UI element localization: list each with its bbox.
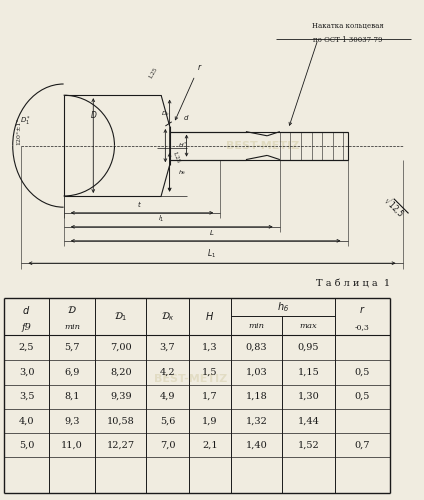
Text: $\mathcal{D}$: $\mathcal{D}$ [67,304,77,315]
Text: Накатка кольцевая: Накатка кольцевая [312,22,384,30]
Text: 1,18: 1,18 [245,392,268,401]
Text: $r$: $r$ [196,62,202,72]
Text: 10,58: 10,58 [107,416,135,426]
Text: $D_1^*$: $D_1^*$ [20,114,31,128]
Text: 0,83: 0,83 [245,343,268,352]
Text: max: max [300,322,317,330]
Text: 1,15: 1,15 [298,368,319,377]
Text: 1,30: 1,30 [298,392,319,401]
Text: $t$: $t$ [137,199,142,209]
Text: 120°±1°: 120°±1° [17,118,22,146]
Text: $d$: $d$ [183,114,190,122]
Text: 0,5: 0,5 [355,368,370,377]
Text: $L$: $L$ [209,228,215,237]
Text: 1,40: 1,40 [245,440,268,450]
Text: 1,3: 1,3 [202,343,218,352]
Text: 1,25: 1,25 [172,150,180,164]
Text: 0,95: 0,95 [298,343,319,352]
Text: 4,9: 4,9 [160,392,175,401]
Text: 1,7: 1,7 [202,392,218,401]
Text: 5,6: 5,6 [160,416,175,426]
Text: 12,27: 12,27 [107,440,135,450]
Text: $l_1$: $l_1$ [158,214,165,224]
Text: $\mathcal{D}_к$: $\mathcal{D}_к$ [161,310,174,322]
Text: BEST-METIZ: BEST-METIZ [154,374,227,384]
Text: 1,25: 1,25 [148,66,158,80]
Text: 2,5: 2,5 [19,343,34,352]
Text: 5,0: 5,0 [19,440,34,450]
Text: 8,1: 8,1 [64,392,80,401]
Text: $\mathcal{D}_1$: $\mathcal{D}_1$ [114,310,128,322]
Text: $D_k$: $D_k$ [161,109,170,118]
Text: 0,5: 0,5 [355,392,370,401]
Text: 3,5: 3,5 [19,392,34,401]
Text: 3,7: 3,7 [160,343,175,352]
Text: 4,2: 4,2 [160,368,175,377]
Text: 7,00: 7,00 [110,343,132,352]
Text: 5,7: 5,7 [64,343,80,352]
Text: min: min [64,324,80,332]
Text: 6,9: 6,9 [64,368,80,377]
Text: Т а б л и ц а  1: Т а б л и ц а 1 [316,280,390,289]
Text: 9,39: 9,39 [110,392,132,401]
Text: по ОСТ 1 30037-79: по ОСТ 1 30037-79 [313,36,382,44]
Text: $h_б$: $h_б$ [277,300,289,314]
Text: $H^*$: $H^*$ [178,141,188,150]
Text: 9,3: 9,3 [64,416,80,426]
Text: $d$: $d$ [22,304,31,316]
Text: $h_б$: $h_б$ [178,168,187,176]
Text: f9: f9 [22,323,31,332]
Text: 0,7: 0,7 [355,440,370,450]
Text: 2,1: 2,1 [202,440,218,450]
Text: 1,52: 1,52 [298,440,319,450]
Text: 3,0: 3,0 [19,368,34,377]
Text: $r$: $r$ [359,304,366,315]
Text: 1,5: 1,5 [202,368,218,377]
Text: -0,3: -0,3 [355,324,370,332]
Text: 11,0: 11,0 [61,440,83,450]
Text: 8,20: 8,20 [110,368,132,377]
Text: $L_1$: $L_1$ [207,247,217,260]
Text: 1,44: 1,44 [298,416,319,426]
Text: $H$: $H$ [205,310,215,322]
Text: $\sqrt{12{,}5}$: $\sqrt{12{,}5}$ [380,192,409,222]
Text: $D$: $D$ [89,108,97,120]
Text: 4,0: 4,0 [19,416,34,426]
Text: 1,9: 1,9 [202,416,218,426]
Text: 1,32: 1,32 [245,416,268,426]
Text: min: min [248,322,265,330]
Text: 1,03: 1,03 [245,368,268,377]
Text: 7,0: 7,0 [160,440,175,450]
Text: BEST-METIZ: BEST-METIZ [226,140,299,150]
